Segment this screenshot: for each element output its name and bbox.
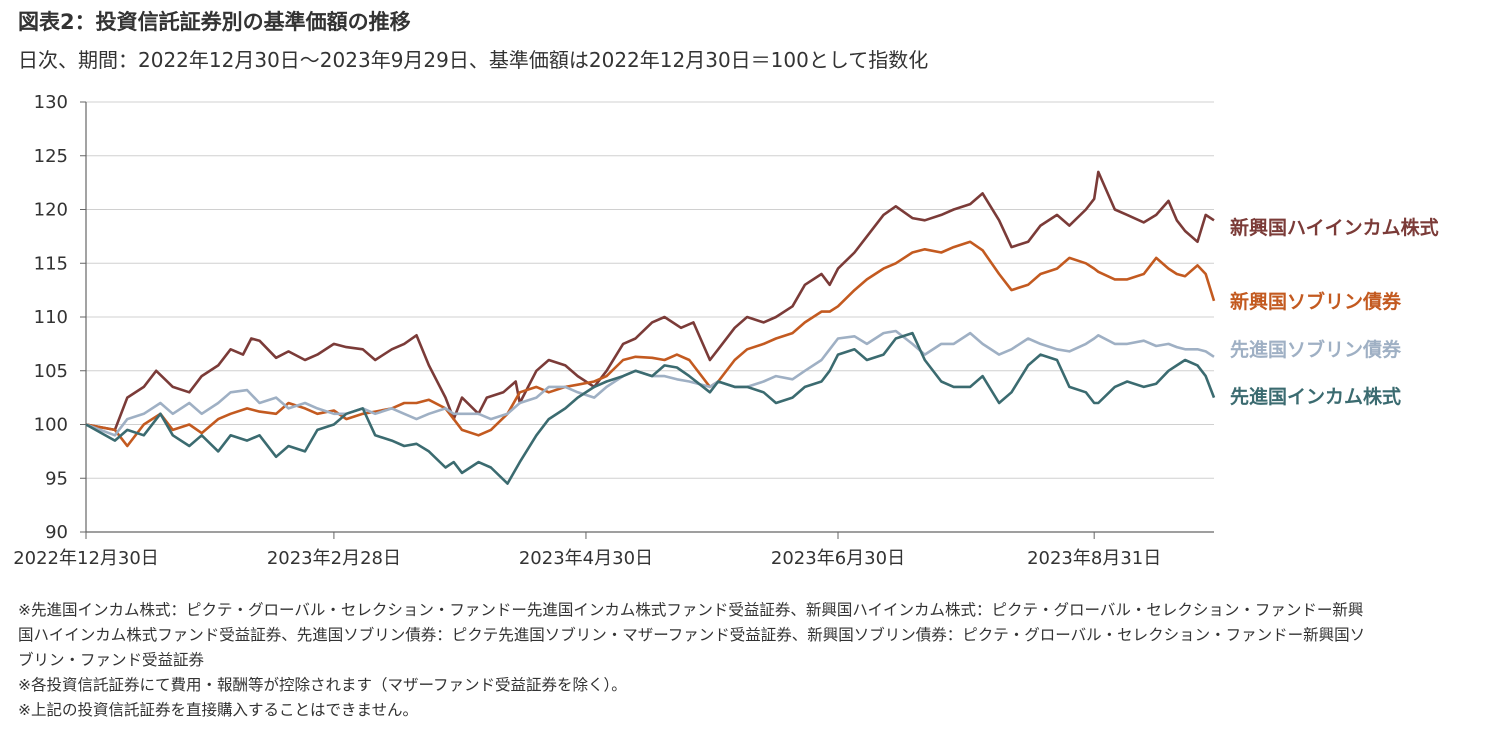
series-label: 新興国ソブリン債券 xyxy=(1230,290,1402,313)
x-tick-label: 2023年6月30日 xyxy=(771,548,905,569)
footnote-line: ※各投資信託証券にて費用・報酬等が控除されます（マザーファンド受益証券を除く）。 xyxy=(18,676,627,694)
x-tick-label: 2023年4月30日 xyxy=(519,548,653,569)
series-label: 先進国ソブリン債券 xyxy=(1230,338,1402,361)
series-line xyxy=(85,240,1216,448)
y-tick-label: 120 xyxy=(34,200,68,221)
footnotes: ※先進国インカム株式：ピクテ・グローバル・セレクション・ファンドー先進国インカム… xyxy=(18,598,1488,723)
y-tick-label: 105 xyxy=(34,361,68,382)
footnote-line: 国ハイインカム株式ファンド受益証券、先進国ソブリン債券：ピクテ先進国ソブリン・マ… xyxy=(18,626,1366,644)
footnote-line: ※先進国インカム株式：ピクテ・グローバル・セレクション・ファンドー先進国インカム… xyxy=(18,601,1364,619)
y-tick-label: 90 xyxy=(45,522,68,543)
series-line xyxy=(85,331,1216,485)
y-tick-label: 95 xyxy=(45,468,68,489)
x-axis-tick-labels: 2022年12月30日 2023年2月28日 2023年4月30日 2023年6月30… xyxy=(13,548,1161,569)
gridlines xyxy=(86,101,1214,479)
y-tick-label: 110 xyxy=(34,307,68,328)
y-tick-label: 130 xyxy=(34,92,68,113)
axes xyxy=(80,101,1214,539)
footnote-line: ※上記の投資信託証券を直接購入することはできません。 xyxy=(18,701,419,719)
chart-subtitle: 日次、期間：2022年12月30日～2023年9月29日、基準価額は2022年1… xyxy=(18,48,929,72)
series-lines xyxy=(85,170,1216,485)
y-tick-label: 125 xyxy=(34,146,68,167)
series-label: 先進国インカム株式 xyxy=(1230,385,1401,408)
chart-title: 図表2：投資信託証券別の基準価額の推移 xyxy=(18,10,411,34)
x-tick-label: 2023年8月31日 xyxy=(1027,548,1161,569)
footnote-line: ブリン・ファンド受益証券 xyxy=(18,651,205,669)
x-tick-label: 2023年2月28日 xyxy=(267,548,401,569)
x-tick-label: 2022年12月30日 xyxy=(13,548,159,569)
y-tick-label: 115 xyxy=(34,253,68,274)
y-axis-tick-labels: 90 95 100 105 110 115 120 125 130 xyxy=(34,92,68,543)
series-line xyxy=(85,329,1215,437)
series-line xyxy=(85,170,1215,432)
series-label: 新興国ハイインカム株式 xyxy=(1230,216,1439,239)
y-tick-label: 100 xyxy=(34,415,68,436)
